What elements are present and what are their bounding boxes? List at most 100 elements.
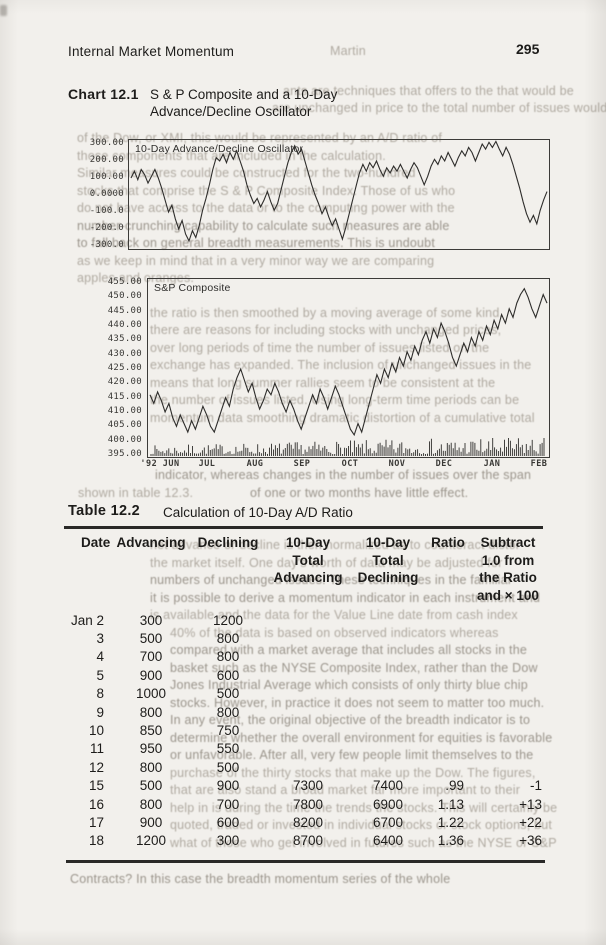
table-cell: 500: [139, 631, 163, 647]
table-cell: 900: [216, 778, 240, 794]
ghost-text-line: do not have access to the data or to the…: [77, 201, 455, 215]
running-header: Internal Market Momentum: [68, 44, 235, 59]
table-cell: 850: [139, 723, 163, 739]
y-tick-label: 425.00: [107, 362, 142, 373]
table-label: Table 12.2: [68, 503, 141, 519]
table-cell: 600: [216, 814, 240, 830]
table-row: 15 500 900 7300 7400 .99 -1: [68, 777, 546, 795]
table-header-cell: Subtract 1.0 from the Ratio and × 100: [477, 535, 539, 603]
table-cell: 17: [88, 814, 104, 830]
table-cell: 600: [216, 667, 240, 683]
table-cell: 1200: [135, 833, 167, 849]
table-cell: 7300: [292, 778, 324, 794]
table-cell: 15: [88, 778, 104, 794]
table-cell: +13: [519, 796, 542, 812]
table-bottom-rule: [66, 860, 545, 863]
ghost-text-line: the ratio is then smoothed by a moving a…: [150, 306, 504, 320]
table-cell: 8: [96, 686, 104, 702]
table-cell: 6400: [372, 833, 404, 849]
ghost-text-line: 40% of the data is based on observed ind…: [170, 626, 499, 640]
table-cell: 18: [88, 833, 104, 849]
scan-smudge: [0, 5, 7, 16]
ghost-text-line: basket such as the NYSE Composite Index,…: [170, 661, 538, 675]
page-number: 295: [516, 41, 540, 57]
table-body: Jan 2 300 1200 3 500 800 4 700 800 5 900 600 8 1000 50…: [68, 611, 546, 850]
table-cell: 800: [216, 631, 240, 647]
ghost-text-line: indicator, whereas changes in the number…: [155, 468, 532, 482]
oscillator-panel-title: 10-Day Advance/Decline Oscillator: [135, 143, 304, 155]
ghost-text-line: determine whether the overall environmen…: [170, 731, 553, 745]
ghost-text-line: help in is during the time the trends th…: [170, 801, 558, 815]
table-header-row: Date Advancing Declining 10-Day Total Advan…: [68, 534, 546, 604]
ghost-text-line: what of those who get involved in future…: [170, 836, 557, 850]
ghost-text-line: net advance or decline is then normalize…: [150, 538, 521, 552]
x-tick-label: NOV: [388, 459, 406, 469]
ghost-text-line: Jones Industrial Average which consists …: [170, 678, 528, 692]
table-cell: 16: [88, 796, 104, 812]
table-cell: 900: [139, 667, 163, 683]
ghost-text-line: number-crunching capability to calculate…: [77, 219, 450, 233]
table-header-cell: Advancing: [116, 535, 186, 550]
table-cell: 5: [96, 667, 104, 683]
volume-bars: [150, 438, 545, 456]
table-cell: 750: [216, 723, 240, 739]
y-tick-label: 0.0000: [89, 189, 124, 199]
table-cell: 8700: [292, 833, 324, 849]
table-cell: Jan 2: [70, 612, 104, 628]
y-tick-label: 415.00: [107, 391, 142, 402]
table-cell: 700: [139, 649, 163, 665]
y-tick-label: 300.00: [89, 138, 124, 148]
price-line: [149, 287, 548, 437]
x-tick-label: FEB: [530, 459, 548, 469]
y-tick-label: 395.00: [107, 448, 142, 459]
table-header-cell: 10-Day Total Declining: [357, 535, 419, 585]
y-tick-label: 200.00: [89, 155, 124, 165]
table-cell: 9: [96, 704, 104, 720]
sp-composite-panel-title: S&P Composite: [154, 282, 231, 294]
ghost-text-line: stocks. However, in practice it does not…: [170, 696, 545, 710]
table-row: 11 950 550: [68, 740, 546, 758]
y-tick-label: 430.00: [107, 348, 142, 359]
table-cell: 7800: [292, 796, 324, 812]
table-cell: 7400: [372, 778, 404, 794]
ghost-text-line: or unfavorable. After all, very few peop…: [170, 748, 534, 762]
table-header-cell: Declining: [197, 535, 259, 550]
oscillator-line: [130, 140, 548, 243]
table-cell: 550: [216, 741, 240, 757]
table-row: 9 800 800: [68, 703, 546, 721]
table-row: 4 700 800: [68, 648, 546, 666]
ghost-text-line: as we keep in mind that in a very minor …: [77, 254, 435, 268]
x-tick-label: JUL: [198, 459, 216, 469]
sp-composite-chart-panel: S&P Composite: [147, 278, 550, 458]
ghost-text-line: over long periods of time the number of …: [150, 341, 490, 355]
table-row: 3 500 800: [68, 629, 546, 647]
ghost-text-line: there are reasons for including stocks w…: [150, 323, 502, 337]
ghost-text-line: are unchanged in price to the total numb…: [272, 101, 606, 115]
ghost-text-line: shown in table 12.3.: [78, 486, 194, 500]
oscillator-plot: [130, 140, 548, 243]
ghost-text-line: ants are techniques that offers to the t…: [283, 84, 574, 98]
table-header-cell: Ratio: [431, 535, 465, 550]
ghost-text-line: quoted, traded or invested in individual…: [170, 818, 553, 832]
ghost-text-line: the number of issues listed. Using long-…: [150, 393, 520, 407]
y-tick-label: 100.00: [89, 172, 124, 182]
x-tick-label: SEP: [293, 459, 311, 469]
x-tick-label: DEC: [435, 459, 453, 469]
chart-figure-title-line1: S & P Composite and a 10-Day: [150, 87, 338, 102]
table-row: 16 800 700 7800 6900 1.13 +13: [68, 795, 546, 813]
table-row: 8 1000 500: [68, 685, 546, 703]
chart-figure-title-line2: Advance/Decline Oscillator: [150, 104, 312, 119]
ghost-text-line: Similar measures could be constructed fo…: [77, 166, 416, 180]
table-cell: 500: [216, 686, 240, 702]
table-cell: .99: [445, 778, 464, 794]
table-cell: 1.36: [437, 833, 464, 849]
ghost-text-line: Contracts? In this case the breadth mome…: [70, 872, 451, 886]
table-cell: 300: [139, 612, 163, 628]
table-cell: 1.13: [437, 796, 464, 812]
table-row: 18 1200 300 8700 6400 1.36 +36: [68, 832, 546, 850]
sp-composite-plot: [149, 287, 548, 456]
table-row: Jan 2 300 1200: [68, 611, 546, 629]
table-cell: -1: [529, 778, 542, 794]
ghost-text-line: of the Dow, or XMI, this would be repres…: [77, 131, 443, 145]
